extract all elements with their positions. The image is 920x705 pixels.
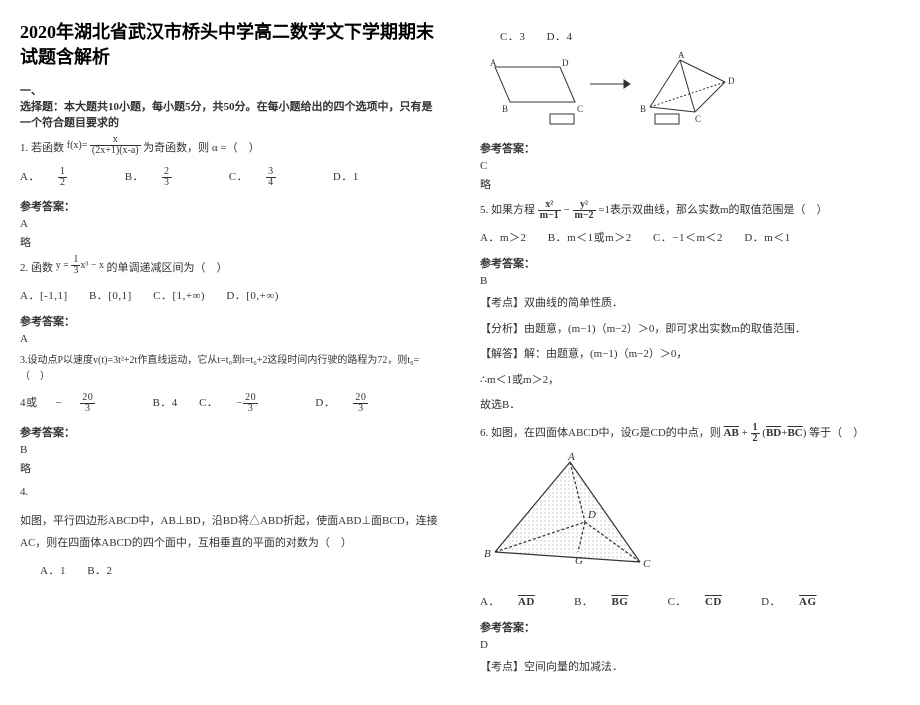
q5-jieda3: 故选B．: [480, 397, 900, 415]
svg-text:C: C: [577, 104, 583, 114]
q5-frac2: y²m−2: [573, 200, 596, 221]
q5-opt-b: B．m＜1或m＞2: [548, 232, 632, 244]
q6-vec1: AB: [724, 427, 739, 439]
q5-jieda2: ∴m＜1或m＞2，: [480, 372, 900, 390]
q1-opt-b: B．23: [125, 171, 208, 183]
q4-options-ab: A．1 B．2: [20, 562, 440, 578]
q5-jieda1: 【解答】解：由题意，(m−1)（m−2）＞0，: [480, 346, 900, 364]
q5-opt-c: C．−1＜m＜2: [653, 232, 723, 244]
q3-ans: B: [20, 444, 440, 456]
q3-note: 略: [20, 460, 440, 476]
q3-ans-label: 参考答案：: [20, 424, 440, 440]
q2-text: 2. 函数: [20, 262, 53, 274]
q4-opt-b: B．2: [87, 565, 112, 577]
q6-vec2: BD: [766, 427, 781, 439]
question-2: 2. 函数 y = 13x³ − x 的单调递减区间为（ ）: [20, 258, 440, 279]
question-4-num: 4.: [20, 484, 440, 502]
q5-opt-d: D．m＜1: [744, 232, 791, 244]
q2-opt-d: D．[0,+∞): [226, 290, 279, 302]
svg-text:C: C: [695, 114, 701, 124]
section-head: 一、 选择题：本大题共10小题，每小题5分，共50分。在每小题给出的四个选项中，…: [20, 82, 440, 130]
q1-func: f(x)= x(2x+1)(x-a): [67, 140, 143, 151]
q6-ans-label: 参考答案：: [480, 619, 900, 635]
svg-text:C: C: [643, 558, 651, 570]
question-3: 3.设动点P以速度v(t)=3t²+2t作直线运动，它从t=t₀到t=t₀+2这…: [20, 353, 440, 385]
q6-kaodian: 【考点】空间向量的加减法．: [480, 659, 900, 677]
svg-text:G: G: [575, 555, 583, 567]
q3-options: 4或−203 B．4 C．−203 D．203: [20, 393, 440, 414]
q5-frac1: x²m−1: [538, 200, 561, 221]
q4-figure: A D B C A B D C: [480, 52, 900, 130]
svg-text:A: A: [490, 58, 497, 68]
q5-kaodian: 【考点】双曲线的简单性质．: [480, 295, 900, 313]
svg-text:A: A: [678, 52, 685, 60]
section-desc: 选择题：本大题共10小题，每小题5分，共50分。在每小题给出的四个选项中，只有是…: [20, 101, 433, 129]
q6-ans: D: [480, 639, 900, 651]
q2-opt-c: C．[1,+∞): [153, 290, 205, 302]
q5-options: A．m＞2 B．m＜1或m＞2 C．−1＜m＜2 D．m＜1: [480, 229, 900, 245]
q5-ans: B: [480, 275, 900, 287]
q6-mid: 等于（ ）: [809, 427, 864, 439]
page-title: 2020年湖北省武汉市桥头中学高二数学文下学期期末试题含解析: [20, 20, 440, 70]
q5-ans-label: 参考答案：: [480, 255, 900, 271]
q4-note: 略: [480, 176, 900, 192]
q3-opt-d: D．203: [315, 397, 404, 409]
svg-text:B: B: [502, 104, 508, 114]
q5-text: 5. 如果方程: [480, 204, 535, 216]
q6-vec3: BC: [787, 427, 802, 439]
q1-opt-c: C．34: [229, 171, 312, 183]
q2-options: A．[-1,1] B．[0,1] C．[1,+∞) D．[0,+∞): [20, 287, 440, 303]
q6-figure: A B C D G: [480, 452, 900, 585]
q6-options: A．AD B．BG C．CD D．AG: [480, 593, 900, 609]
svg-text:A: A: [567, 452, 575, 463]
q1-text: 1. 若函数: [20, 142, 64, 154]
svg-text:D: D: [587, 509, 596, 521]
section-num: 一、: [20, 85, 42, 97]
q6-opt-d: D．AG: [761, 596, 834, 608]
q4-options-cd: C．3 D．4: [480, 28, 900, 44]
q5-fenxi: 【分析】由题意，(m−1)（m−2）＞0，即可求出实数m的取值范围．: [480, 321, 900, 339]
q3-opt-a: 4或−203: [20, 397, 131, 409]
q1-ans-label: 参考答案：: [20, 198, 440, 214]
q1-ans: A: [20, 218, 440, 230]
q2-opt-a: A．[-1,1]: [20, 290, 68, 302]
q3-opt-b: B．4: [152, 397, 177, 409]
q1-tail: 为奇函数，则 α =（ ）: [143, 142, 259, 154]
q1-opt-a: A．12: [20, 171, 103, 183]
q4-ans: C: [480, 160, 900, 172]
q2-ans-label: 参考答案：: [20, 313, 440, 329]
q4-opt-a: A．1: [40, 565, 66, 577]
question-5: 5. 如果方程 x²m−1 − y²m−2 =1表示双曲线，那么实数m的取值范围…: [480, 200, 900, 221]
question-4: 如图，平行四边形ABCD中，AB⊥BD，沿BD将△ABD折起，使面ABD⊥面BC…: [20, 510, 440, 554]
q3-opt-c: C．−203: [199, 397, 294, 409]
q2-opt-b: B．[0,1]: [89, 290, 132, 302]
q6-opt-a: A．AD: [480, 596, 553, 608]
q1-options: A．12 B．23 C．34 D．1: [20, 167, 440, 188]
svg-text:B: B: [640, 104, 646, 114]
q6-opt-c: C．CD: [668, 596, 740, 608]
q4-opt-c: C．3: [500, 31, 525, 43]
q6-opt-b: B．BG: [574, 596, 646, 608]
q2-ans: A: [20, 333, 440, 345]
question-1: 1. 若函数 f(x)= x(2x+1)(x-a) 为奇函数，则 α =（ ）: [20, 138, 440, 159]
q5-tail: =1表示双曲线，那么实数m的取值范围是（ ）: [598, 204, 827, 216]
q2-eq: y = 13x³ − x: [56, 260, 107, 271]
svg-text:D: D: [562, 58, 569, 68]
q5-opt-a: A．m＞2: [480, 232, 527, 244]
question-6: 6. 如图，在四面体ABCD中，设G是CD的中点，则 AB + 12 (BD+B…: [480, 423, 900, 444]
q6-text: 6. 如图，在四面体ABCD中，设G是CD的中点，则: [480, 427, 721, 439]
q6-half: 12: [751, 423, 760, 444]
svg-text:B: B: [484, 548, 491, 560]
q1-note: 略: [20, 234, 440, 250]
svg-text:D: D: [728, 76, 735, 86]
q4-opt-d: D．4: [547, 31, 573, 43]
q4-ans-label: 参考答案：: [480, 140, 900, 156]
q1-opt-d: D．1: [333, 171, 359, 183]
q2-tail: 的单调递减区间为（ ）: [107, 262, 228, 274]
